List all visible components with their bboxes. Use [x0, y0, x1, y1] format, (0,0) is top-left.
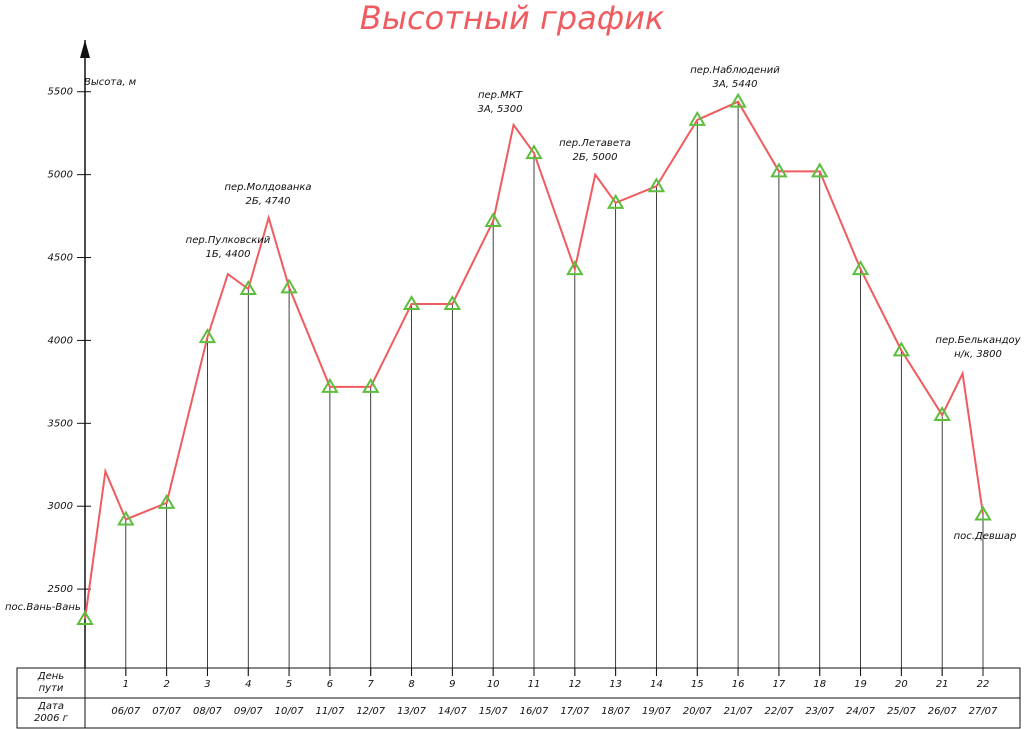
y-tick-label: 3500 [48, 418, 73, 429]
camp-marker [851, 260, 870, 276]
camp-marker [647, 177, 666, 193]
row-label: пути [39, 683, 64, 694]
camp-marker [443, 294, 462, 310]
annotation: пер.Пулковский [186, 235, 271, 246]
camp-marker [157, 493, 176, 509]
date-label: 20/07 [683, 706, 712, 717]
camp-marker [974, 505, 992, 521]
x-tick-label: 21 [936, 679, 949, 690]
camp-marker [321, 377, 339, 393]
camp-marker [606, 193, 625, 209]
annotation: 2Б, 4740 [245, 196, 290, 207]
camp-marker [361, 377, 380, 393]
x-tick-label: 15 [691, 679, 704, 690]
x-tick-label: 6 [327, 679, 333, 690]
x-tick-label: 11 [528, 679, 541, 690]
x-tick-label: 14 [650, 679, 663, 690]
y-tick-label: 2500 [48, 584, 73, 595]
date-label: 07/07 [152, 706, 181, 717]
x-tick-label: 5 [286, 679, 292, 690]
annotation: пер.Наблюдений [690, 64, 780, 76]
x-tick-label: 12 [568, 679, 581, 690]
date-label: 18/07 [601, 706, 630, 717]
y-tick-label: 3000 [48, 501, 73, 512]
camp-marker [402, 294, 421, 310]
date-label: 23/07 [805, 706, 834, 717]
camp-marker [566, 260, 584, 276]
camp-marker [76, 609, 94, 625]
date-label: 21/07 [724, 706, 753, 717]
x-tick-label: 9 [449, 679, 455, 690]
x-tick-label: 7 [368, 679, 375, 690]
annotation: 1Б, 4400 [205, 249, 250, 260]
x-tick-label: 3 [204, 679, 210, 690]
row-label: 2006 г [34, 713, 69, 724]
annotation: 3А, 5300 [477, 104, 522, 115]
camp-marker [280, 278, 298, 294]
y-tick-label: 4500 [48, 253, 73, 264]
camp-marker [198, 328, 217, 344]
camp-marker [525, 144, 543, 160]
camp-marker [933, 406, 951, 422]
x-tick-label: 13 [609, 679, 622, 690]
date-label: 14/07 [438, 706, 467, 717]
y-axis-label: Высота, м [84, 77, 137, 88]
y-axis-arrow [80, 40, 90, 58]
table-frame [16, 667, 1021, 729]
annotation: пер.Летавета [559, 138, 631, 149]
annotation: пер.МКТ [478, 90, 523, 101]
date-label: 27/07 [969, 706, 998, 717]
chart-title: Высотный график [360, 0, 665, 37]
annotation: н/к, 3800 [954, 349, 1002, 360]
x-tick-label: 19 [854, 679, 867, 690]
date-label: 06/07 [111, 706, 140, 717]
y-tick-label: 5500 [48, 87, 73, 98]
camp-marker [688, 110, 707, 126]
row-label: Дата [37, 701, 64, 712]
x-tick-label: 20 [895, 679, 908, 690]
row-label: День [37, 671, 65, 682]
date-label: 15/07 [479, 706, 508, 717]
date-label: 11/07 [315, 706, 344, 717]
x-tick-label: 2 [163, 679, 169, 690]
date-label: 22/07 [764, 706, 793, 717]
y-tick-label: 4000 [48, 335, 73, 346]
camp-marker [484, 212, 502, 228]
camp-marker [117, 510, 135, 526]
x-tick-label: 4 [245, 679, 251, 690]
x-tick-label: 8 [408, 679, 414, 690]
x-tick-label: 10 [487, 679, 500, 690]
date-label: 09/07 [234, 706, 263, 717]
date-label: 16/07 [520, 706, 549, 717]
date-label: 19/07 [642, 706, 671, 717]
x-tick-label: 17 [773, 679, 786, 690]
camp-marker [892, 341, 911, 357]
camp-marker [770, 162, 788, 178]
date-label: 08/07 [193, 706, 222, 717]
x-tick-label: 16 [732, 679, 745, 690]
date-label: 25/07 [887, 706, 916, 717]
annotation: пос.Вань-Вань [5, 602, 81, 613]
date-label: 12/07 [356, 706, 385, 717]
camp-marker [729, 92, 747, 108]
date-label: 17/07 [560, 706, 589, 717]
annotation: 3А, 5440 [712, 79, 757, 90]
x-tick-label: 18 [813, 679, 826, 690]
date-label: 10/07 [275, 706, 304, 717]
x-tick-label: 1 [123, 679, 129, 690]
camp-marker [810, 162, 829, 178]
route-line [84, 100, 984, 620]
annotation: пер.Молдованка [224, 182, 311, 193]
annotation: пер.Белькандоу [935, 335, 1021, 346]
y-tick-label: 5000 [48, 170, 73, 181]
camp-marker [239, 280, 258, 296]
annotation: пос.Девшар [954, 531, 1017, 542]
x-tick-label: 22 [977, 679, 990, 690]
date-label: 26/07 [928, 706, 957, 717]
annotation: 2Б, 5000 [572, 152, 617, 163]
date-label: 24/07 [846, 706, 875, 717]
date-label: 13/07 [397, 706, 426, 717]
